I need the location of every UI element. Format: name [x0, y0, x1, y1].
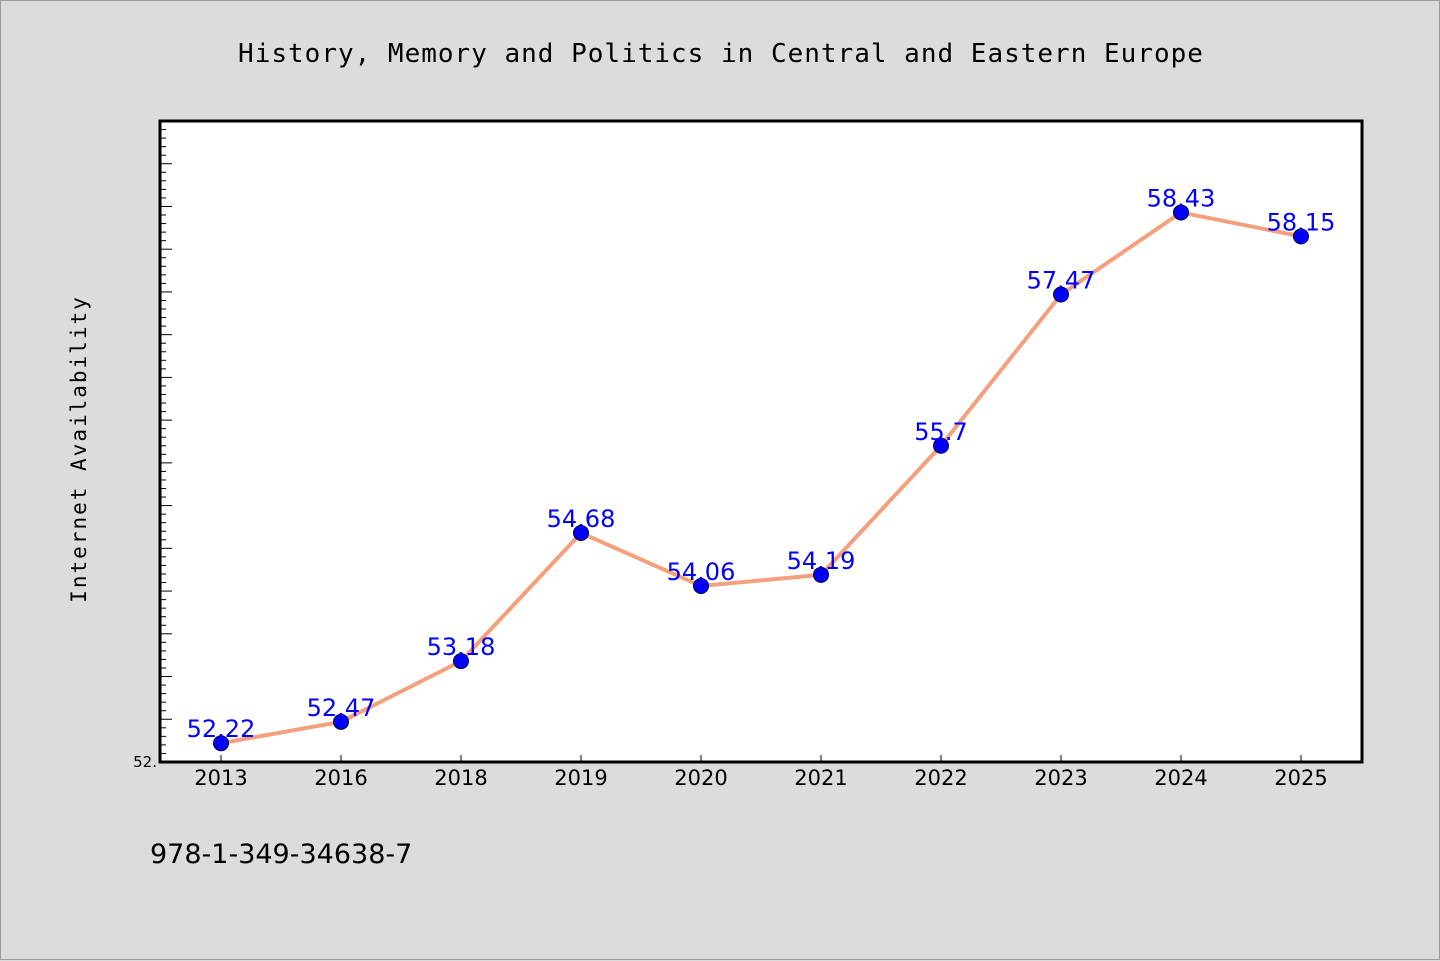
x-tick-label: 2025 — [1274, 766, 1327, 790]
data-label: 54.06 — [667, 558, 736, 586]
series-layer — [213, 204, 1309, 752]
data-label: 52.22 — [187, 715, 256, 743]
x-tick-label: 2020 — [674, 766, 727, 790]
x-axis-ticks: 2013 2016 2018 2019 2020 2021 2022 2023 2024 2025 — [194, 755, 1328, 790]
data-point — [573, 524, 589, 541]
data-point — [933, 437, 949, 454]
data-label: 58.15 — [1267, 208, 1336, 236]
data-point — [1053, 286, 1069, 303]
data-point — [1173, 204, 1189, 221]
data-point — [813, 566, 829, 583]
x-tick-label: 2013 — [194, 766, 247, 790]
x-tick-label: 2024 — [1154, 766, 1207, 790]
data-point — [693, 577, 709, 594]
y-tick-label: 52. — [133, 753, 157, 771]
data-label: 54.19 — [787, 547, 856, 575]
data-label: 54.68 — [547, 505, 616, 533]
x-tick-label: 2016 — [314, 766, 367, 790]
chart-title: History, Memory and Politics in Central … — [238, 39, 1204, 69]
x-tick-label: 2021 — [794, 766, 847, 790]
data-point — [453, 653, 469, 670]
data-label: 52.47 — [307, 694, 376, 722]
data-point — [333, 713, 349, 730]
y-axis-ticks: 52. — [133, 129, 172, 771]
x-tick-label: 2023 — [1034, 766, 1087, 790]
data-labels-layer: 52.22 52.47 53.18 54.68 54.06 54.19 55.7 57.47 5… — [187, 184, 1336, 743]
data-label: 55.7 — [914, 418, 967, 446]
x-tick-label: 2018 — [434, 766, 487, 790]
data-point — [1293, 228, 1309, 245]
x-tick-label: 2019 — [554, 766, 607, 790]
data-point — [213, 735, 229, 752]
isbn-footnote: 978-1-349-34638-7 — [150, 839, 412, 870]
series-line — [219, 210, 1303, 746]
data-label: 58.43 — [1147, 184, 1216, 212]
data-label: 53.18 — [427, 633, 496, 661]
y-axis-label: Internet Availability — [67, 295, 91, 603]
data-label: 57.47 — [1027, 266, 1096, 294]
x-tick-label: 2022 — [914, 766, 967, 790]
